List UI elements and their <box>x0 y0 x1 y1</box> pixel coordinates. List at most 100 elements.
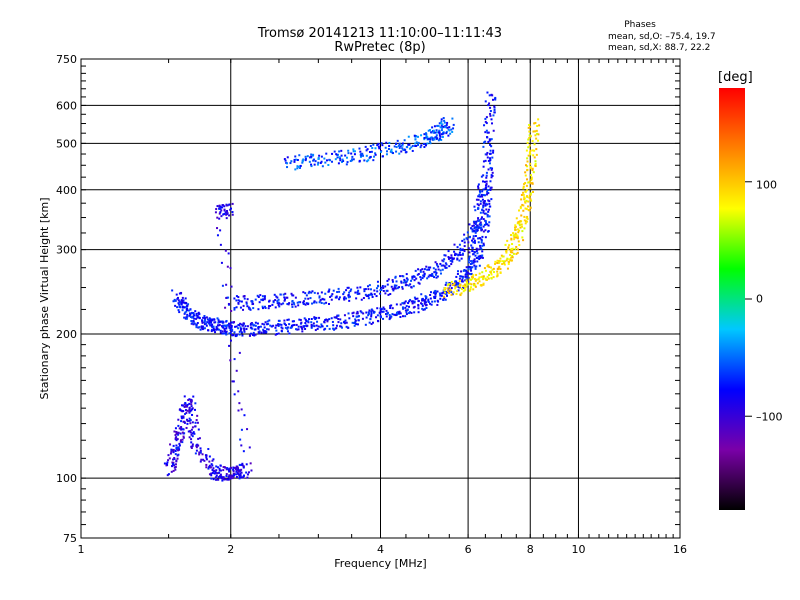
data-point <box>320 323 323 326</box>
data-point <box>488 94 491 97</box>
data-point <box>432 131 435 134</box>
data-point <box>484 236 487 239</box>
data-point <box>415 141 418 144</box>
data-point <box>370 308 373 311</box>
data-point <box>354 291 357 294</box>
data-point <box>423 272 426 275</box>
data-point <box>260 331 263 334</box>
data-point <box>465 271 468 274</box>
data-point <box>295 328 298 331</box>
data-point <box>210 477 213 480</box>
data-point <box>447 250 450 253</box>
x-tick-label: 16 <box>673 543 687 556</box>
data-point <box>173 430 176 433</box>
data-point <box>286 156 289 159</box>
data-point <box>529 174 532 177</box>
data-point <box>436 303 439 306</box>
data-point <box>338 298 341 301</box>
data-point <box>302 158 305 161</box>
data-point <box>188 411 191 414</box>
data-point <box>485 202 488 205</box>
data-point <box>528 209 531 212</box>
data-point <box>437 265 440 268</box>
data-point <box>519 207 522 210</box>
data-point <box>177 446 180 449</box>
data-point <box>485 278 488 281</box>
data-point <box>331 152 334 155</box>
data-point <box>442 125 445 128</box>
data-point <box>377 145 380 148</box>
data-point <box>209 319 212 322</box>
data-point <box>448 287 451 290</box>
data-point <box>435 136 438 139</box>
data-point <box>462 269 465 272</box>
data-point <box>457 282 460 285</box>
data-point <box>243 414 246 417</box>
data-point <box>482 209 485 212</box>
data-point <box>175 460 178 463</box>
data-point <box>286 166 289 169</box>
data-point <box>220 325 223 328</box>
data-point <box>294 155 297 158</box>
data-point <box>477 226 480 229</box>
data-point <box>243 329 246 332</box>
data-point <box>235 369 238 372</box>
data-point <box>181 438 184 441</box>
data-point <box>447 283 450 286</box>
data-point <box>235 470 238 473</box>
data-point <box>435 129 438 132</box>
data-point <box>180 303 183 306</box>
data-point <box>485 153 488 156</box>
data-point <box>429 138 432 141</box>
data-point <box>445 263 448 266</box>
data-point <box>370 292 373 295</box>
data-point <box>253 324 256 327</box>
data-point <box>291 303 294 306</box>
data-point <box>401 315 404 318</box>
data-point <box>336 156 339 159</box>
data-point <box>417 311 420 314</box>
data-point <box>244 325 247 328</box>
data-point <box>258 301 261 304</box>
data-point <box>524 207 527 210</box>
data-point <box>413 275 416 278</box>
data-point <box>518 229 521 232</box>
data-point <box>405 273 408 276</box>
data-point <box>477 241 480 244</box>
data-point <box>470 266 473 269</box>
data-point <box>239 329 242 332</box>
data-point <box>471 276 474 279</box>
data-point <box>487 224 490 227</box>
data-point <box>422 299 425 302</box>
data-point <box>221 479 224 482</box>
data-point <box>382 286 385 289</box>
data-point <box>332 324 335 327</box>
data-point <box>423 136 426 139</box>
data-point <box>306 320 309 323</box>
data-point <box>425 297 428 300</box>
data-point <box>374 153 377 156</box>
data-point <box>429 129 432 132</box>
data-point <box>484 159 487 162</box>
data-point <box>436 124 439 127</box>
data-point <box>507 248 510 251</box>
data-point <box>481 256 484 259</box>
data-point <box>367 159 370 162</box>
data-point <box>321 297 324 300</box>
data-point <box>190 405 193 408</box>
data-point <box>416 273 419 276</box>
data-point <box>313 300 316 303</box>
data-point <box>453 254 456 257</box>
data-point <box>307 321 310 324</box>
data-point <box>482 188 485 191</box>
data-point <box>488 139 491 142</box>
data-point <box>376 144 379 147</box>
data-point <box>216 472 219 475</box>
data-point <box>263 326 266 329</box>
data-point <box>167 454 170 457</box>
data-point <box>443 121 446 124</box>
data-point <box>175 431 178 434</box>
data-point <box>414 142 417 145</box>
data-point <box>194 452 197 455</box>
data-point <box>266 323 269 326</box>
